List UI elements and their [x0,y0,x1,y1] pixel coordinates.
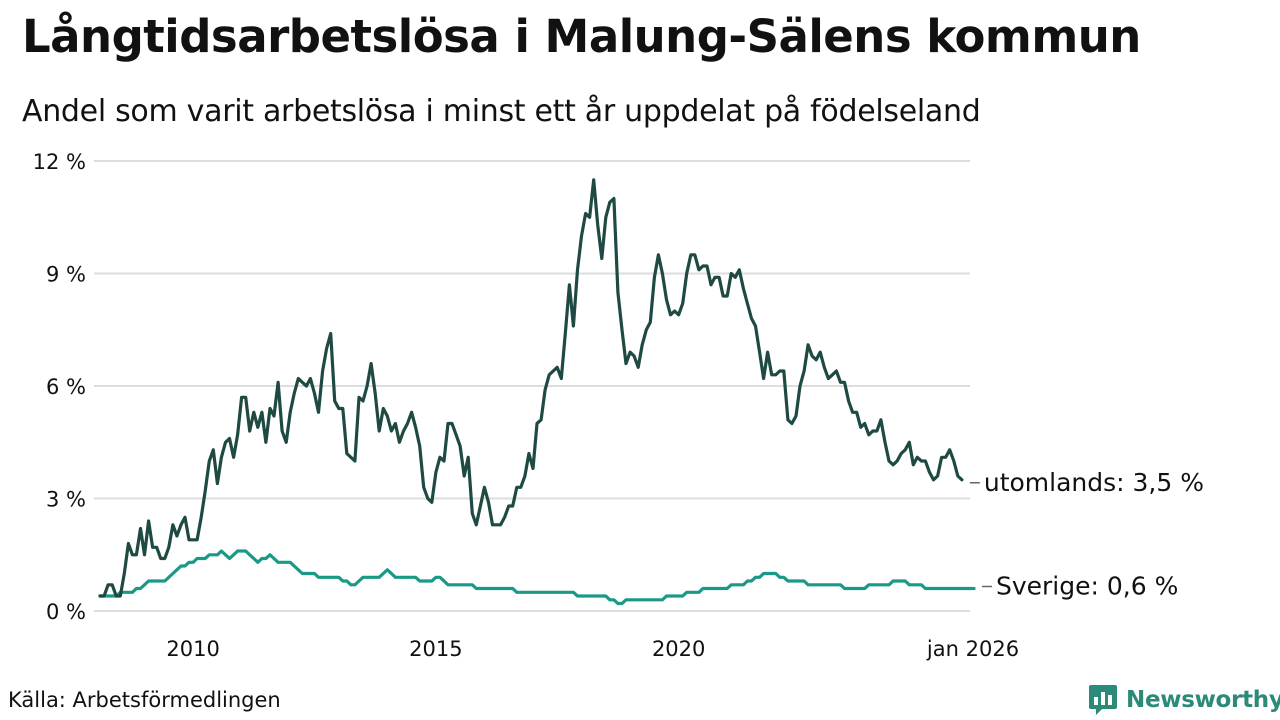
newsworthy-logo-icon [1089,685,1117,715]
y-tick-label: 0 % [46,600,86,624]
series-line-utomlands [98,178,964,598]
gridlines [94,160,970,612]
y-tick-label: 12 % [33,150,86,174]
series-lines [98,178,976,606]
series-end-labels: Sverige: 0,6 % utomlands: 3,5 % [969,468,1204,601]
brand-name: Newsworthy [1126,687,1280,713]
brand-logo[interactable]: Newsworthy [1088,683,1280,717]
y-tick-label: 6 % [46,375,86,399]
series-end-label-sverige: Sverige: 0,6 % [996,572,1178,601]
source-note: Källa: Arbetsförmedlingen [8,688,281,712]
chart-title: Långtidsarbetslösa i Malung-Sälens kommu… [22,10,1141,63]
x-tick-label: 2020 [652,637,705,661]
chart-subtitle: Andel som varit arbetslösa i minst ett å… [22,94,981,129]
y-tick-label: 3 % [46,488,86,512]
x-axis-ticks: 2010 2015 2020 jan 2026 [166,637,1019,661]
y-tick-label: 9 % [46,263,86,287]
series-line-sverige [98,549,976,606]
y-axis-ticks: 0 % 3 % 6 % 9 % 12 % [33,150,86,624]
series-end-label-utomlands: utomlands: 3,5 % [984,468,1204,497]
x-tick-label: jan 2026 [926,637,1019,661]
x-tick-label: 2015 [409,637,462,661]
x-tick-label: 2010 [166,637,219,661]
